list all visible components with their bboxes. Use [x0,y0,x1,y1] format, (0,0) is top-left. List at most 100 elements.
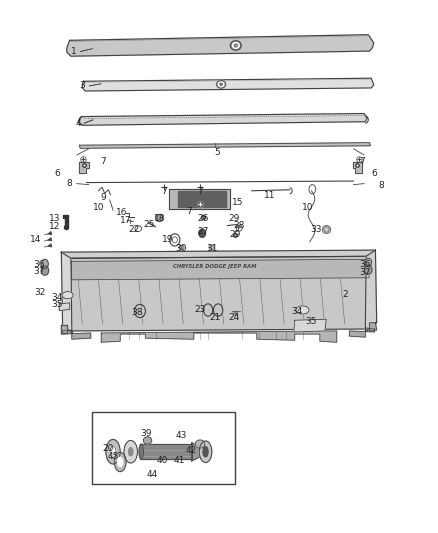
Text: 12: 12 [49,222,61,231]
Text: 40: 40 [156,456,168,465]
Text: 1: 1 [71,47,77,56]
Text: 42: 42 [186,446,197,455]
Text: 13: 13 [49,214,61,223]
Ellipse shape [62,292,73,298]
Text: 35: 35 [51,301,63,309]
Ellipse shape [42,260,48,269]
Text: 22: 22 [128,225,140,234]
Polygon shape [370,323,377,331]
Text: 2: 2 [343,290,348,299]
Text: 10: 10 [93,203,105,212]
Text: 25: 25 [143,220,155,229]
Text: 9: 9 [100,193,106,202]
Text: 16: 16 [116,208,127,217]
Text: 4: 4 [75,119,81,128]
Text: 8: 8 [67,179,73,188]
Bar [92,413,235,484]
Polygon shape [178,191,226,207]
Text: 36: 36 [33,261,45,270]
Polygon shape [78,114,367,125]
Ellipse shape [129,448,133,456]
Polygon shape [101,331,337,342]
Text: 37: 37 [33,267,45,276]
Text: 7: 7 [100,157,106,166]
Ellipse shape [296,306,309,314]
Text: 34: 34 [51,293,63,302]
Polygon shape [65,220,67,225]
Text: 38: 38 [131,308,143,317]
Ellipse shape [365,259,371,266]
Text: 7: 7 [359,157,365,166]
Text: 27: 27 [198,227,209,236]
Text: 32: 32 [35,288,46,296]
Text: 6: 6 [372,169,378,178]
Ellipse shape [110,446,116,457]
Polygon shape [71,260,369,280]
Polygon shape [67,35,374,56]
Polygon shape [365,250,377,331]
Text: 36: 36 [360,261,371,270]
Ellipse shape [216,80,226,88]
Ellipse shape [118,457,123,466]
Text: 18: 18 [154,214,166,223]
Text: 29: 29 [228,214,240,223]
Text: 30: 30 [175,244,187,253]
Text: 17: 17 [120,216,131,225]
Text: 31: 31 [206,244,218,253]
Polygon shape [79,162,88,173]
Text: 5: 5 [214,148,220,157]
Polygon shape [64,256,374,331]
Text: 28: 28 [233,221,245,230]
Text: 37: 37 [360,268,371,277]
Text: 33: 33 [310,225,321,234]
Ellipse shape [203,447,208,457]
Polygon shape [141,444,192,459]
Text: 23: 23 [194,305,206,314]
Polygon shape [63,215,68,219]
Polygon shape [294,319,326,332]
Ellipse shape [199,229,205,237]
Text: 24: 24 [228,313,239,322]
Polygon shape [353,162,362,173]
Polygon shape [59,303,70,311]
Text: 26: 26 [198,214,209,223]
Text: 10: 10 [301,203,313,212]
Text: 43: 43 [176,431,187,440]
Text: 7: 7 [187,207,192,216]
Ellipse shape [364,265,372,274]
Ellipse shape [41,266,49,275]
Ellipse shape [234,44,237,47]
Text: 20: 20 [102,443,114,453]
Text: 29: 29 [229,230,240,239]
Text: 7: 7 [162,187,167,196]
Text: 21: 21 [209,313,220,322]
Ellipse shape [124,440,138,463]
Ellipse shape [106,439,120,464]
Ellipse shape [233,43,239,49]
Ellipse shape [220,83,223,85]
Polygon shape [82,78,374,91]
Polygon shape [61,250,375,259]
Ellipse shape [114,452,126,472]
Ellipse shape [195,440,205,448]
Ellipse shape [155,214,163,222]
Polygon shape [170,189,230,209]
Text: 6: 6 [54,169,60,178]
Polygon shape [192,442,200,461]
Text: 3: 3 [79,82,85,91]
Polygon shape [61,325,67,334]
Ellipse shape [219,82,224,86]
Ellipse shape [143,437,152,444]
Text: 8: 8 [378,181,384,190]
Polygon shape [350,328,374,337]
Polygon shape [79,143,371,148]
Text: 11: 11 [264,191,275,200]
Text: 44: 44 [146,470,157,479]
Text: 39: 39 [140,429,152,438]
Ellipse shape [199,441,212,463]
Polygon shape [61,252,73,333]
Text: 35: 35 [306,317,317,326]
Text: 19: 19 [162,235,173,244]
Text: 45: 45 [107,453,119,462]
Polygon shape [63,330,91,339]
